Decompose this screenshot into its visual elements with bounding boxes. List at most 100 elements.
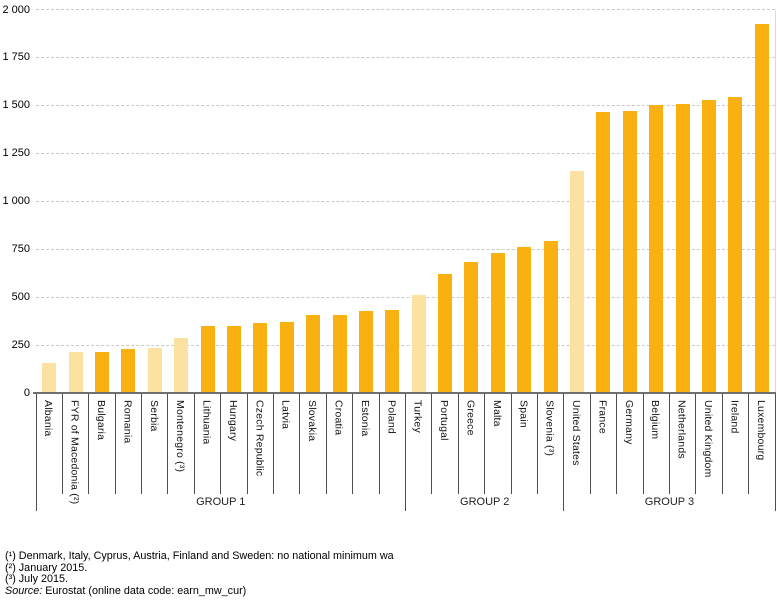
country-label: Turkey [411,400,424,433]
group-label-3: GROUP 3 [644,496,695,508]
y-tick-label: 1 250 [2,147,30,160]
country-label: Poland [385,400,398,434]
country-cell-separator [721,394,723,494]
bar-estonia [358,310,373,393]
country-label: Estonia [358,400,371,437]
bar-spain [517,246,532,393]
y-tick-label: 500 [11,291,30,304]
country-label: Serbia [147,400,160,432]
country-label: Czech Republic [253,400,266,477]
group-separator [774,394,776,511]
bar-bulgaria [94,351,109,393]
bar-greece [464,261,479,393]
group-separator [563,394,565,511]
bar-malta [490,253,505,393]
country-cell-separator [695,394,697,494]
country-label: Malta [490,400,503,427]
y-tick-label: 750 [11,243,30,256]
bar-slovenia- [543,241,558,393]
country-label: Luxembourg [754,400,767,461]
gridline-1000 [36,200,775,202]
country-cell-separator [510,394,512,494]
bar-fyr-of-macedonia- [68,352,83,393]
footnote-1: (¹) Denmark, Italy, Cyprus, Austria, Fin… [5,550,394,562]
country-label: Montenegro (³) [174,400,187,473]
y-tick-label: 0 [23,387,30,399]
country-label: Lithuania [200,400,213,445]
footnote-2: (²) January 2015. [5,561,88,574]
bar-netherlands [675,103,690,393]
plot-right-border [775,9,776,393]
bar-poland [385,309,400,393]
bar-albania [42,362,57,393]
bar-france [596,111,611,393]
bar-germany [622,110,637,393]
country-cell-separator [668,394,670,494]
bar-latvia [279,322,294,393]
country-cell-separator [642,394,644,494]
bar-united-states [570,171,585,393]
bar-serbia [147,347,162,393]
country-label: Slovakia [306,400,319,442]
country-label: Spain [517,400,530,428]
country-cell-separator [246,394,248,494]
country-label: FYR of Macedonia (²) [68,400,81,505]
country-cell-separator [536,394,538,494]
gridline-750 [36,248,775,250]
gridline-500 [36,296,775,298]
group-separator [405,394,406,511]
country-cell-separator [193,394,195,494]
country-cell-separator [61,394,63,494]
country-label: United States [570,400,583,466]
country-cell-separator [352,394,354,494]
country-label: Netherlands [675,400,688,459]
group-label-1: GROUP 1 [196,496,246,508]
country-label: Latvia [279,400,292,430]
source-label: Source: [5,584,43,597]
bar-turkey [411,295,426,393]
country-cell-separator [141,394,143,494]
country-cell-separator [220,394,222,494]
bar-hungary [226,325,241,393]
bar-czech-republic [253,322,268,393]
country-label: Portugal [438,400,451,441]
country-cell-separator [748,394,750,494]
bar-romania [121,348,136,393]
source-line: Source: Eurostat (online data code: earn… [5,584,394,598]
country-label: United Kingdom [702,400,715,478]
country-label: France [596,400,609,434]
country-cell-separator [273,394,275,494]
bar-belgium [649,104,664,393]
country-label: Croatia [332,400,345,436]
country-label: Albania [42,400,55,437]
country-label: Germany [622,400,635,445]
country-label: Romania [121,400,134,444]
bar-slovakia [306,315,321,393]
country-cell-separator [167,394,169,494]
country-label: Slovenia (³) [543,400,556,457]
country-cell-separator [589,394,591,494]
bar-united-kingdom [702,99,717,393]
y-tick-label: 1 000 [2,195,30,208]
country-cell-separator [484,394,486,494]
gridline-1250 [36,152,775,154]
bar-luxembourg [754,24,769,393]
country-cell-separator [431,394,433,494]
y-tick-label: 1 500 [2,99,30,112]
bar-portugal [438,274,453,393]
gridline-1500 [36,104,775,106]
y-tick-label: 1 750 [2,51,30,64]
bar-lithuania [200,325,215,393]
footnote-3: (³) July 2015. [5,573,69,585]
bar-montenegro- [174,337,189,393]
country-cell-separator [616,394,618,494]
country-cell-separator [325,394,327,494]
country-cell-separator [378,394,380,494]
bar-croatia [332,314,347,393]
country-cell-separator [457,394,459,494]
country-label: Ireland [728,400,741,434]
x-axis-line [33,392,776,394]
bar-ireland [728,96,743,393]
country-label: Greece [464,400,477,436]
gridline-1750 [36,56,775,58]
